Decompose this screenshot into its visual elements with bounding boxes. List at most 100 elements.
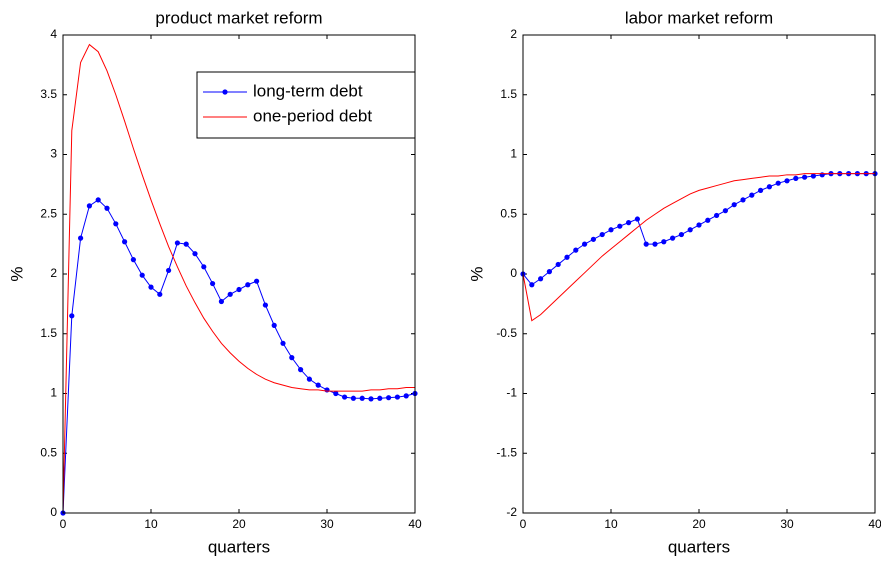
series-marker — [714, 212, 720, 219]
x-tick-label: 30 — [780, 517, 794, 531]
legend-box — [196, 71, 416, 139]
series-marker — [793, 175, 799, 181]
series-marker — [731, 202, 737, 208]
series-marker — [670, 235, 676, 241]
y-tick-label: 1.5 — [40, 326, 57, 340]
series-marker — [661, 239, 667, 245]
y-tick-label: 2 — [510, 27, 517, 41]
y-tick-label: 1 — [50, 386, 57, 400]
series-marker — [157, 291, 163, 297]
y-tick-label: 0 — [510, 266, 517, 280]
series-marker — [324, 387, 330, 393]
series-marker — [810, 173, 817, 179]
series-marker — [113, 221, 119, 227]
series-marker — [529, 282, 535, 288]
series-marker — [298, 367, 304, 373]
series-marker — [227, 291, 233, 297]
x-tick-label: 30 — [320, 517, 334, 531]
series-marker — [78, 235, 84, 241]
x-tick-label: 20 — [232, 517, 246, 531]
series-marker — [201, 264, 207, 270]
series-marker — [784, 178, 790, 184]
x-tick-label: 0 — [520, 517, 527, 531]
series-marker — [802, 174, 808, 180]
series-marker — [306, 376, 312, 382]
series-marker — [69, 313, 75, 319]
y-tick-label: -1.5 — [496, 445, 517, 459]
y-tick-label: 1.5 — [500, 87, 517, 101]
y-tick-label: -1 — [506, 386, 517, 400]
series-marker — [262, 302, 268, 308]
series-marker — [766, 184, 773, 190]
y-tick-label: 1 — [510, 147, 517, 161]
series-line — [522, 173, 875, 322]
series-marker — [546, 269, 553, 275]
y-tick-label: -0.5 — [496, 326, 517, 340]
y-tick-label: 0.5 — [500, 206, 517, 220]
series-marker — [643, 241, 649, 247]
series-marker — [652, 241, 658, 247]
x-tick-label: 40 — [408, 517, 422, 531]
series-marker — [218, 298, 224, 305]
series-marker — [166, 267, 172, 274]
series-marker — [95, 197, 101, 203]
chart-title: product market reform — [155, 8, 322, 27]
series-marker — [122, 239, 128, 245]
x-tick-label: 20 — [692, 517, 706, 531]
series-marker — [722, 208, 729, 214]
y-tick-label: 3.5 — [40, 87, 57, 101]
y-tick-label: 3 — [50, 147, 57, 161]
y-axis-label: % — [467, 266, 486, 281]
series-marker — [315, 382, 321, 388]
series-marker — [582, 241, 588, 247]
series-marker — [740, 197, 746, 203]
series-marker — [174, 240, 180, 246]
axes-frame — [522, 34, 876, 514]
series-marker — [148, 284, 154, 290]
series-marker — [280, 340, 286, 346]
series-marker — [86, 203, 92, 209]
series-marker — [564, 254, 570, 260]
series-marker — [590, 236, 597, 242]
x-tick-label: 40 — [868, 517, 881, 531]
series-marker — [386, 395, 392, 401]
series-marker — [696, 222, 702, 228]
series-marker — [245, 282, 251, 288]
x-tick-label: 10 — [604, 517, 618, 531]
y-axis-label: % — [7, 266, 26, 281]
series-marker — [634, 216, 641, 222]
series-marker — [538, 276, 544, 282]
legend-label: one-period debt — [253, 106, 372, 125]
series-marker — [139, 272, 145, 278]
series-marker — [608, 227, 614, 233]
series-marker — [271, 322, 277, 328]
chart-title: labor market reform — [625, 8, 773, 27]
series-marker — [254, 278, 260, 284]
series-marker — [819, 172, 825, 178]
series-marker — [289, 355, 295, 361]
series-marker — [192, 251, 198, 257]
series-marker — [342, 394, 348, 400]
x-tick-label: 10 — [144, 517, 158, 531]
y-tick-label: 4 — [50, 27, 57, 41]
y-tick-label: 2.5 — [40, 206, 57, 220]
series-marker — [350, 395, 356, 401]
series-marker — [775, 180, 781, 186]
y-tick-label: -2 — [506, 505, 517, 519]
series-marker — [210, 280, 216, 287]
series-marker — [555, 261, 561, 268]
series-marker — [705, 217, 711, 223]
series-marker — [626, 220, 632, 226]
axes-frame — [62, 34, 416, 514]
series-marker — [130, 257, 136, 263]
series-marker — [749, 192, 755, 198]
series-marker — [758, 187, 764, 193]
x-axis-label: quarters — [668, 537, 730, 556]
plot-area — [523, 35, 875, 513]
series-marker — [104, 205, 110, 211]
y-tick-label: 2 — [50, 266, 57, 280]
legend-marker — [222, 89, 228, 95]
series-marker — [599, 231, 605, 238]
